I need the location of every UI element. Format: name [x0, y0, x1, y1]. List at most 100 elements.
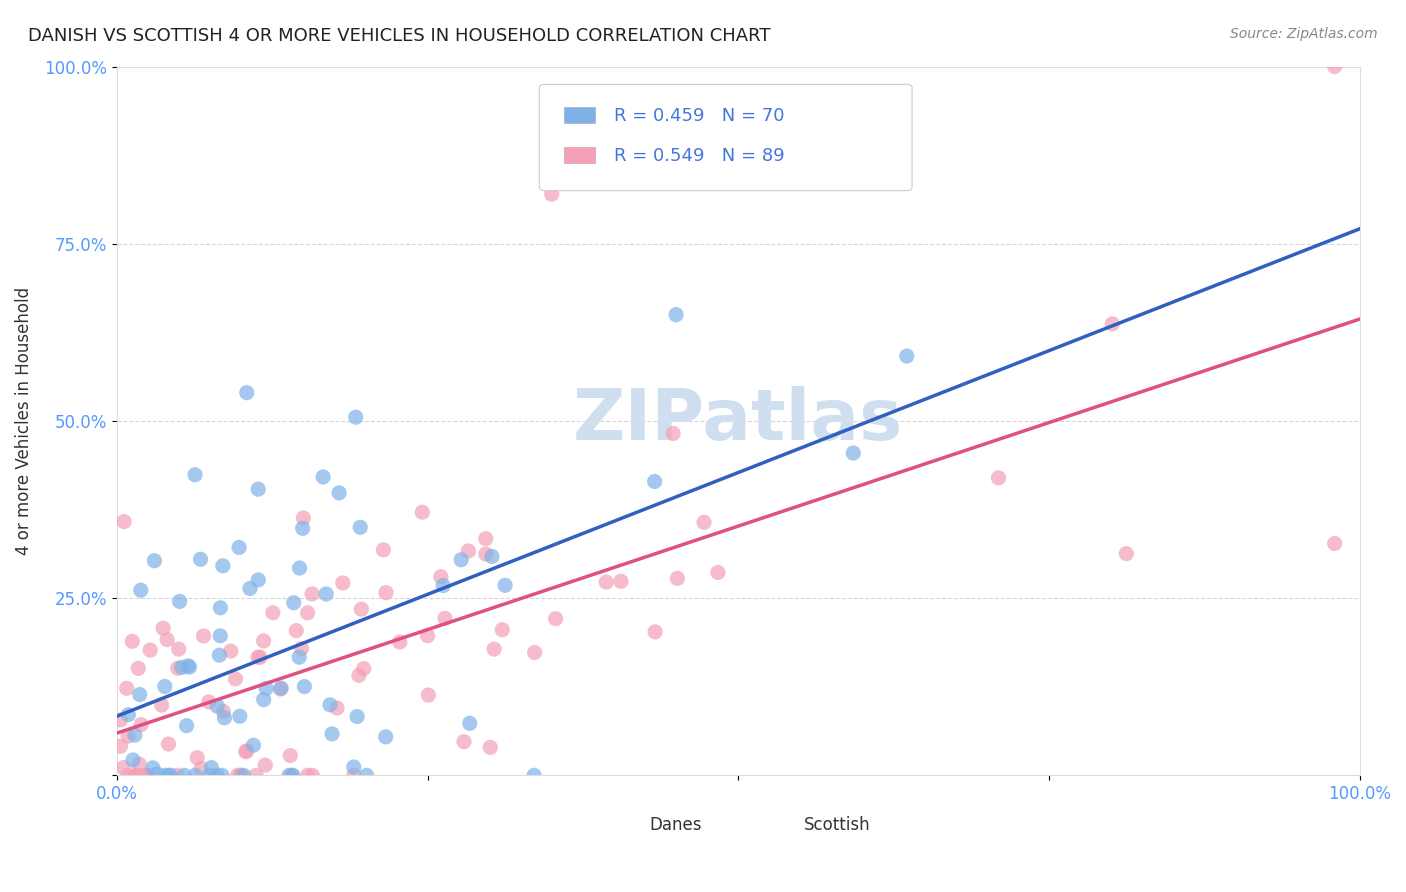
Danes: [270, 681, 292, 696]
Scottish: [115, 681, 138, 696]
Scottish: [235, 745, 257, 759]
Danes: [169, 594, 191, 608]
Danes: [319, 698, 342, 712]
Scottish: [197, 695, 219, 709]
Danes: [321, 727, 343, 741]
Scottish: [193, 629, 215, 643]
Danes: [344, 410, 367, 425]
Y-axis label: 4 or more Vehicles in Household: 4 or more Vehicles in Household: [15, 287, 32, 555]
Danes: [176, 719, 198, 733]
Danes: [170, 660, 193, 674]
Danes: [481, 549, 503, 564]
Bar: [595, 818, 633, 836]
Danes: [247, 573, 270, 587]
Bar: [564, 107, 595, 123]
Scottish: [347, 668, 370, 682]
Scottish: [127, 661, 149, 675]
Scottish: [540, 187, 562, 202]
Danes: [239, 582, 262, 596]
Scottish: [433, 611, 456, 625]
Danes: [129, 583, 152, 598]
Text: R = 0.459   N = 70: R = 0.459 N = 70: [614, 107, 785, 125]
Scottish: [124, 768, 146, 782]
Scottish: [610, 574, 633, 589]
Scottish: [353, 662, 375, 676]
Scottish: [117, 768, 139, 782]
Scottish: [226, 768, 249, 782]
Scottish: [166, 768, 188, 782]
Danes: [494, 578, 516, 592]
Scottish: [245, 768, 267, 782]
Scottish: [453, 735, 475, 749]
Text: Scottish: Scottish: [804, 816, 870, 834]
Danes: [432, 578, 454, 592]
Scottish: [388, 635, 411, 649]
Danes: [209, 629, 232, 643]
Scottish: [1323, 536, 1346, 550]
Scottish: [129, 717, 152, 731]
Scottish: [595, 575, 617, 590]
FancyBboxPatch shape: [540, 85, 912, 191]
Scottish: [544, 612, 567, 626]
Danes: [374, 730, 396, 744]
Scottish: [297, 768, 319, 782]
Danes: [179, 660, 201, 674]
Danes: [247, 482, 270, 496]
Text: ZIPatlas: ZIPatlas: [574, 386, 903, 456]
Scottish: [246, 650, 269, 665]
Danes: [205, 768, 228, 782]
Scottish: [332, 576, 354, 591]
Scottish: [343, 768, 366, 782]
Scottish: [252, 633, 274, 648]
Danes: [208, 648, 231, 662]
Scottish: [375, 585, 398, 599]
Scottish: [249, 650, 271, 665]
Scottish: [117, 729, 139, 743]
Danes: [315, 587, 337, 601]
Scottish: [666, 571, 689, 585]
Danes: [207, 699, 229, 714]
Danes: [143, 554, 166, 568]
Scottish: [301, 768, 323, 782]
Scottish: [229, 768, 252, 782]
Scottish: [269, 681, 291, 696]
Scottish: [262, 606, 284, 620]
Text: Source: ZipAtlas.com: Source: ZipAtlas.com: [1230, 27, 1378, 41]
Scottish: [1323, 60, 1346, 74]
Danes: [211, 558, 233, 573]
Scottish: [152, 621, 174, 635]
Scottish: [326, 701, 349, 715]
Danes: [644, 475, 666, 489]
Bar: [564, 147, 595, 163]
Scottish: [150, 698, 173, 712]
Danes: [349, 520, 371, 534]
Scottish: [297, 606, 319, 620]
Danes: [458, 716, 481, 731]
Danes: [242, 738, 264, 752]
Scottish: [157, 737, 180, 751]
Scottish: [491, 623, 513, 637]
Danes: [190, 552, 212, 566]
Scottish: [110, 739, 132, 754]
Danes: [200, 761, 222, 775]
Scottish: [474, 532, 496, 546]
Danes: [523, 768, 546, 782]
Scottish: [125, 768, 148, 782]
Danes: [312, 470, 335, 484]
Text: R = 0.549   N = 89: R = 0.549 N = 89: [614, 147, 785, 165]
Danes: [288, 561, 311, 575]
Scottish: [373, 542, 395, 557]
Scottish: [1101, 317, 1123, 331]
Danes: [229, 709, 252, 723]
Scottish: [136, 768, 159, 782]
Scottish: [281, 768, 304, 782]
Scottish: [110, 713, 132, 727]
Scottish: [291, 641, 314, 656]
Danes: [209, 600, 232, 615]
Text: Danes: Danes: [650, 816, 702, 834]
Danes: [450, 553, 472, 567]
Scottish: [430, 570, 453, 584]
Scottish: [135, 768, 157, 782]
Danes: [232, 768, 254, 782]
Scottish: [1115, 547, 1137, 561]
